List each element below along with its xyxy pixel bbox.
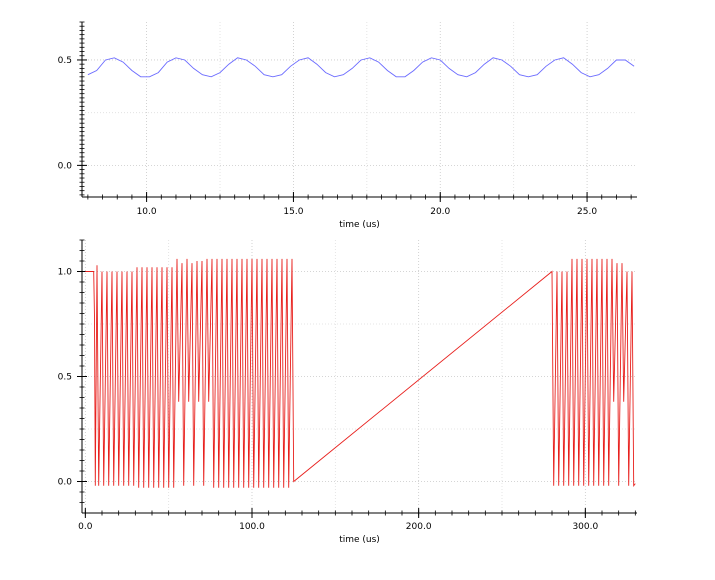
y-tick-label: 0.0 [58, 478, 73, 488]
chart-panel-1: 0.0 0.5 10.0 15.0 20.0 25.0 time (us) [58, 21, 637, 230]
y-tick-label: 0.0 [58, 161, 73, 171]
series-line-1 [87, 57, 635, 78]
y-tick-label: 0.5 [58, 373, 72, 383]
chart-panel-2: 0.0 0.5 1.0 0.0 100.0 200.0 300.0 time (us) [58, 239, 637, 545]
series-line-1 [85, 258, 636, 488]
x-tick-label: 25.0 [577, 207, 597, 217]
x-tick-label: 10.0 [137, 207, 157, 217]
y-tick-label: 1.0 [58, 268, 73, 278]
x-axis-label: time (us) [339, 220, 380, 230]
x-tick-label: 0.0 [78, 522, 93, 532]
y-tick-label: 0.5 [58, 56, 72, 66]
x-tick-label: 300.0 [572, 522, 598, 532]
x-tick-label: 100.0 [239, 522, 265, 532]
x-tick-label: 15.0 [283, 207, 303, 217]
x-tick-label: 20.0 [430, 207, 450, 217]
x-axis-label: time (us) [339, 535, 380, 545]
x-tick-label: 200.0 [406, 522, 432, 532]
